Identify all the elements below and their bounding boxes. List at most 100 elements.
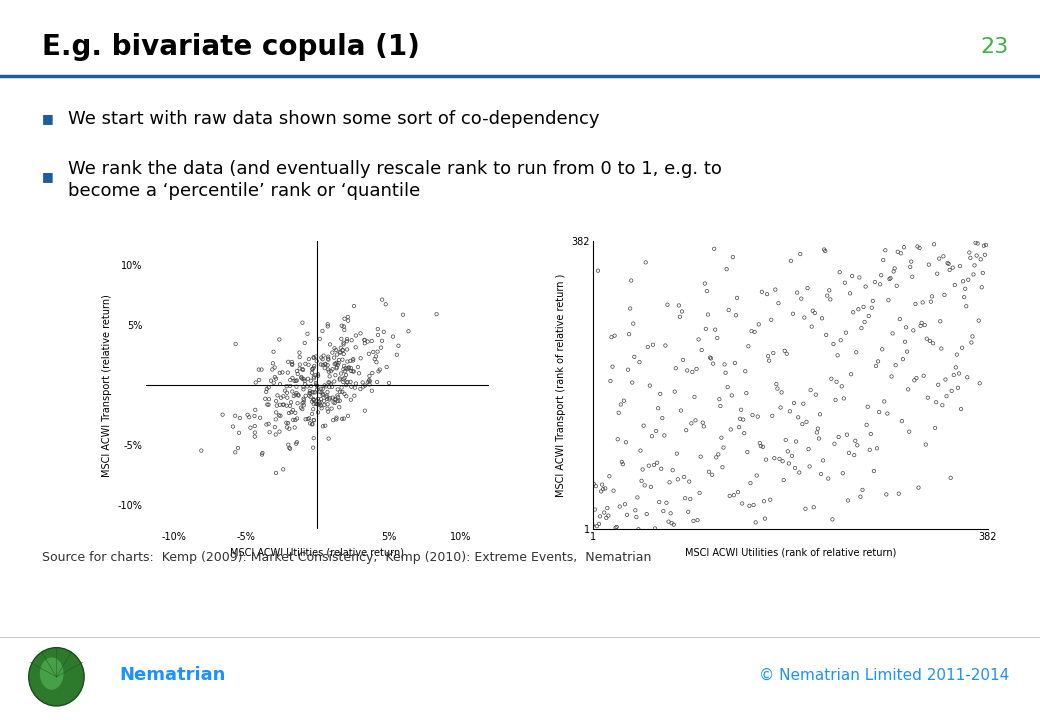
Point — [328, 413, 344, 425]
Point — [277, 385, 293, 397]
Point — [327, 393, 343, 405]
Point — [321, 382, 338, 393]
Point — [751, 318, 768, 330]
Point — [314, 325, 331, 337]
Point — [902, 261, 918, 273]
Point — [335, 364, 352, 375]
X-axis label: MSCI ACWI Utilities (rank of relative return): MSCI ACWI Utilities (rank of relative re… — [684, 547, 896, 557]
Point — [304, 396, 320, 408]
Point — [934, 400, 951, 411]
Point — [800, 444, 816, 455]
Point — [723, 423, 739, 435]
Point — [833, 381, 850, 392]
Point — [313, 402, 330, 414]
Point — [615, 459, 631, 470]
Point — [874, 343, 890, 355]
Point — [670, 474, 686, 485]
Point — [345, 354, 362, 365]
Point — [648, 426, 665, 437]
Point — [950, 382, 966, 394]
Point — [251, 374, 267, 386]
Point — [293, 372, 310, 384]
Text: Source for charts:  Kemp (2009): Market Consistency,  Kemp (2010): Extreme Event: Source for charts: Kemp (2009): Market C… — [42, 552, 651, 564]
Point — [951, 368, 967, 379]
Point — [623, 275, 640, 287]
Point — [314, 354, 331, 365]
Point — [282, 443, 298, 454]
Point — [328, 363, 344, 374]
Point — [702, 352, 719, 364]
Point — [322, 379, 339, 390]
Point — [605, 485, 622, 496]
Point — [633, 475, 650, 487]
Point — [769, 378, 785, 390]
Point — [717, 359, 733, 370]
Point — [965, 269, 982, 280]
Point — [271, 334, 288, 346]
Point — [876, 396, 892, 408]
Point — [789, 412, 806, 423]
Point — [903, 256, 919, 267]
Point — [331, 354, 347, 366]
Point — [666, 519, 682, 531]
Point — [294, 364, 311, 375]
Point — [334, 386, 350, 397]
Point — [320, 433, 337, 444]
Point — [698, 323, 714, 335]
Point — [919, 392, 936, 403]
Point — [283, 407, 300, 418]
Point — [289, 368, 306, 379]
Point — [808, 427, 825, 438]
Point — [719, 264, 735, 275]
Point — [667, 386, 683, 397]
Point — [343, 381, 360, 392]
Point — [332, 386, 348, 397]
Point — [738, 387, 755, 399]
Point — [962, 252, 979, 264]
Point — [937, 374, 954, 385]
Point — [907, 298, 924, 310]
Point — [336, 413, 353, 424]
Point — [323, 402, 340, 414]
Point — [701, 466, 718, 477]
Y-axis label: MSCI ACWI Transport (relative return): MSCI ACWI Transport (relative return) — [102, 294, 112, 477]
Point — [708, 451, 725, 463]
Point — [339, 336, 356, 347]
Point — [321, 392, 338, 404]
Text: We start with raw data shown some sort of co-dependency: We start with raw data shown some sort o… — [68, 110, 599, 128]
Point — [261, 426, 278, 438]
Point — [957, 283, 973, 294]
Point — [602, 375, 619, 387]
Point — [319, 403, 336, 415]
Point — [297, 358, 314, 369]
Point — [281, 442, 297, 454]
Point — [360, 376, 376, 387]
Point — [807, 389, 824, 400]
Point — [379, 361, 395, 373]
Point — [745, 409, 761, 420]
Point — [327, 397, 343, 409]
Point — [782, 255, 799, 266]
Point — [728, 310, 745, 321]
Point — [772, 453, 788, 464]
Point — [347, 378, 364, 390]
Point — [873, 269, 889, 281]
Point — [852, 491, 868, 503]
Text: ■: ■ — [42, 112, 53, 125]
Point — [720, 382, 736, 393]
Point — [628, 511, 645, 523]
Point — [312, 397, 329, 409]
Point — [227, 446, 243, 458]
Point — [849, 439, 865, 451]
Point — [319, 320, 336, 332]
Point — [762, 494, 779, 505]
Point — [774, 387, 790, 398]
Point — [357, 405, 373, 416]
Point — [879, 408, 895, 419]
Point — [322, 366, 339, 377]
Point — [716, 442, 732, 454]
Point — [305, 387, 321, 398]
Point — [889, 246, 906, 258]
Point — [973, 282, 990, 293]
Point — [304, 408, 320, 420]
